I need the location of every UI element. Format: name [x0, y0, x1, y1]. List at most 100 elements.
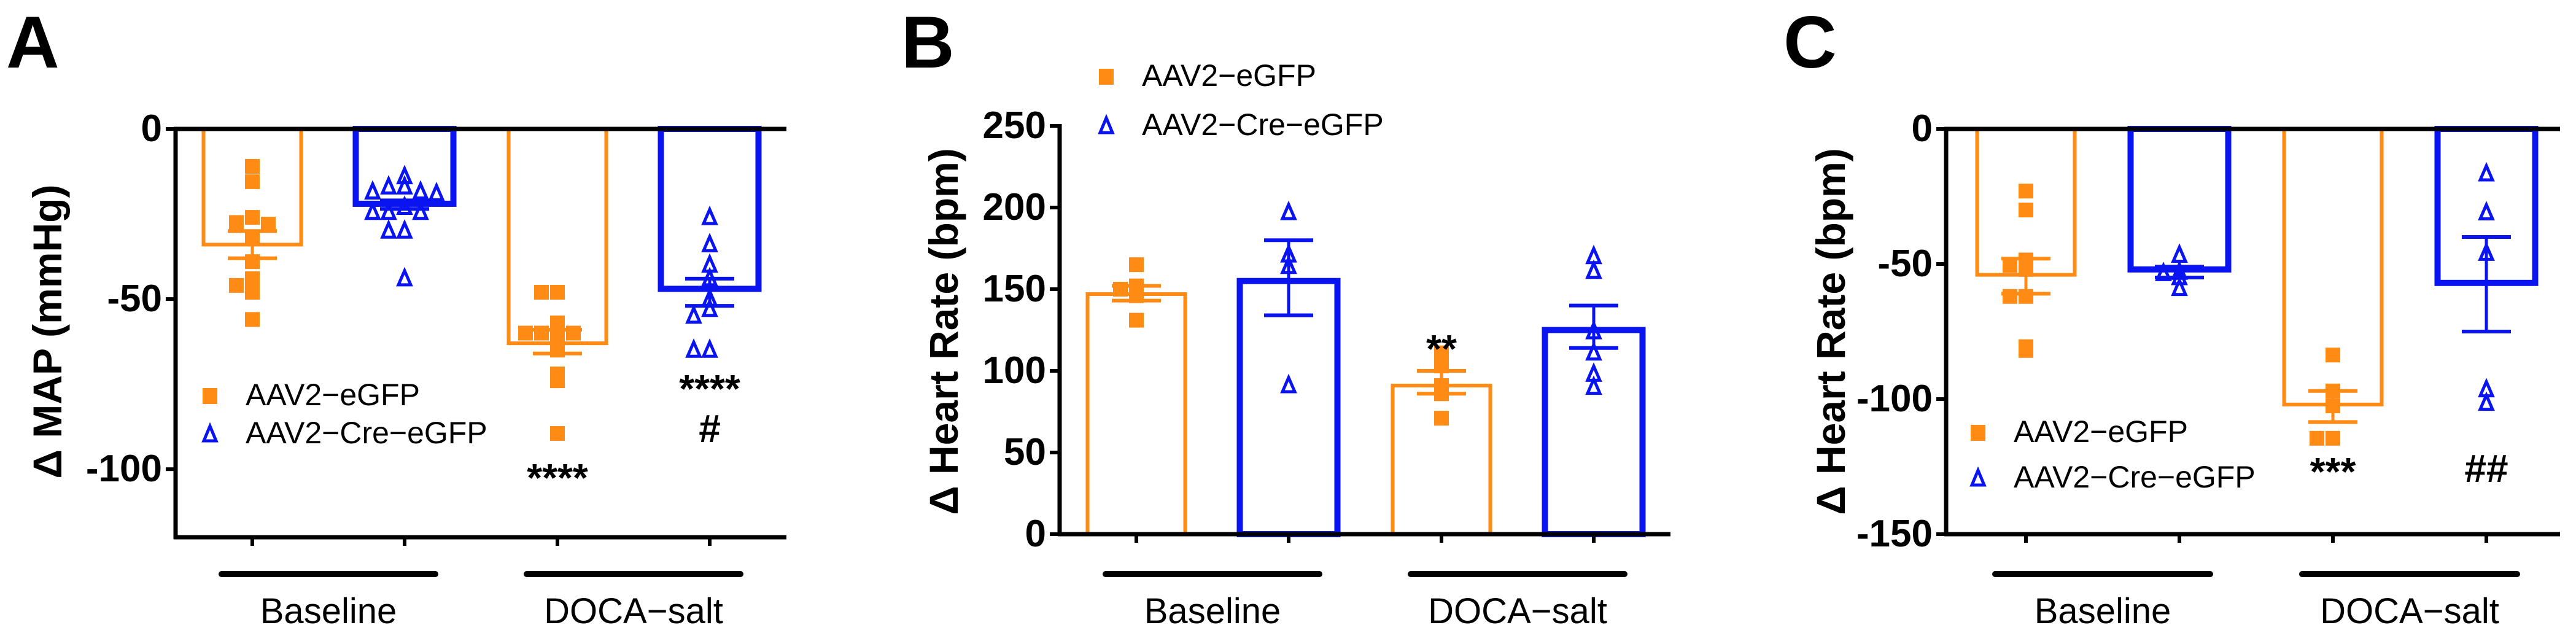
panel-letter: B [901, 1, 955, 84]
panel-letter: C [1783, 1, 1837, 84]
data-point-square [566, 325, 581, 341]
data-point-square [1129, 313, 1144, 328]
data-point-triangle [701, 233, 718, 252]
data-point-triangle [2171, 276, 2188, 297]
data-point-triangle [428, 182, 445, 201]
bar [506, 127, 608, 346]
bar [1391, 383, 1492, 536]
bar [1542, 327, 1646, 537]
data-point-square [550, 373, 565, 389]
legend-triangle-icon [1969, 466, 1987, 487]
data-point-triangle [2171, 243, 2188, 263]
bar [2282, 127, 2384, 406]
data-point-square [245, 312, 260, 327]
significance-label-2: # [699, 406, 721, 451]
legend-label: AAV2−eGFP [1142, 58, 1316, 93]
significance-label: **** [679, 367, 740, 411]
legend: AAV2−eGFP AAV2−Cre−eGFP [1098, 58, 1384, 142]
data-point-square [245, 254, 260, 270]
data-point-triangle [685, 304, 702, 324]
data-point-square [2326, 430, 2340, 446]
panel-b: B ** 0 50 100 150 200 250 Δ Heart Rate (bpm) AAV2… [901, 1, 1670, 631]
y-tick-label: -100 [1856, 378, 1933, 420]
legend-label: AAV2−eGFP [2014, 414, 2188, 449]
legend-triangle-icon [1098, 114, 1115, 134]
data-point-square [550, 425, 565, 441]
data-point-square [229, 215, 244, 230]
panel-letter: A [6, 1, 60, 84]
data-point-triangle [1585, 319, 1602, 340]
data-point-square [550, 285, 565, 300]
data-point-square [245, 285, 260, 300]
data-point-square [1434, 345, 1449, 360]
data-point-triangle [701, 338, 718, 358]
data-point-square [2326, 348, 2340, 363]
data-point-square [1129, 288, 1144, 303]
y-tick-label: 0 [1025, 513, 1046, 555]
data-point-triangle [2478, 241, 2495, 261]
legend-square-icon [1971, 425, 1985, 441]
y-tick-label: 0 [141, 107, 162, 150]
data-point-triangle [364, 180, 381, 200]
data-point-square [245, 230, 260, 246]
group-label: Baseline [260, 591, 397, 631]
group-label: DOCA−salt [544, 591, 723, 631]
legend: AAV2−eGFP AAV2−Cre−eGFP [1969, 414, 2256, 494]
legend-label: AAV2−Cre−eGFP [246, 416, 487, 450]
data-point-square [534, 325, 549, 341]
data-point-triangle [1585, 341, 1602, 361]
y-tick-label: -50 [107, 278, 162, 320]
y-tick-label: -100 [86, 448, 162, 490]
legend: AAV2−eGFP AAV2−Cre−eGFP [201, 378, 487, 450]
data-point-triangle [2155, 262, 2172, 281]
bar [1236, 278, 1341, 537]
data-point-triangle [380, 219, 397, 239]
group-label: Baseline [2035, 591, 2171, 631]
data-point-square [2019, 203, 2033, 217]
data-point-triangle [412, 180, 429, 200]
y-tick-label: 200 [983, 186, 1046, 228]
data-point-triangle [396, 174, 413, 195]
data-point-triangle [1280, 373, 1297, 394]
data-point-triangle [396, 266, 413, 287]
data-point-square [2019, 343, 2033, 358]
data-point-triangle [2478, 201, 2495, 220]
data-point-triangle [2478, 161, 2495, 182]
data-point-triangle [1585, 259, 1602, 279]
data-point-square [1434, 411, 1449, 426]
data-point-triangle [1585, 375, 1602, 395]
group-label: DOCA−salt [1428, 591, 1607, 631]
data-point-square [245, 210, 260, 225]
data-point-square [1113, 282, 1128, 297]
significance-label: **** [527, 456, 588, 500]
data-point-square [2019, 262, 2033, 277]
legend-square-icon [1099, 69, 1114, 85]
data-point-square [245, 174, 260, 189]
data-point-square [534, 285, 549, 300]
data-point-triangle [701, 205, 718, 225]
data-point-square [245, 158, 260, 174]
data-point-triangle [396, 165, 413, 185]
y-tick-label: -50 [1877, 243, 1933, 285]
y-tick-label: 0 [1912, 107, 1933, 150]
data-point-square [2326, 398, 2340, 413]
group-label: Baseline [1144, 591, 1281, 631]
y-axis-title: Δ MAP (mmHg) [25, 185, 70, 479]
legend-label: AAV2−eGFP [246, 378, 420, 412]
y-tick-label: 150 [983, 268, 1046, 310]
data-point-square [550, 343, 565, 358]
data-point-square [2019, 289, 2033, 304]
significance-label: ## [2464, 446, 2508, 491]
data-point-square [229, 278, 244, 293]
data-point-square [1434, 359, 1449, 374]
data-point-triangle [701, 297, 718, 317]
group-label: DOCA−salt [2320, 591, 2499, 631]
data-point-triangle [412, 200, 429, 220]
data-point-square [1129, 257, 1144, 273]
y-tick-label: 50 [1004, 431, 1046, 473]
data-point-triangle [396, 195, 413, 215]
data-point-square [2326, 383, 2340, 398]
